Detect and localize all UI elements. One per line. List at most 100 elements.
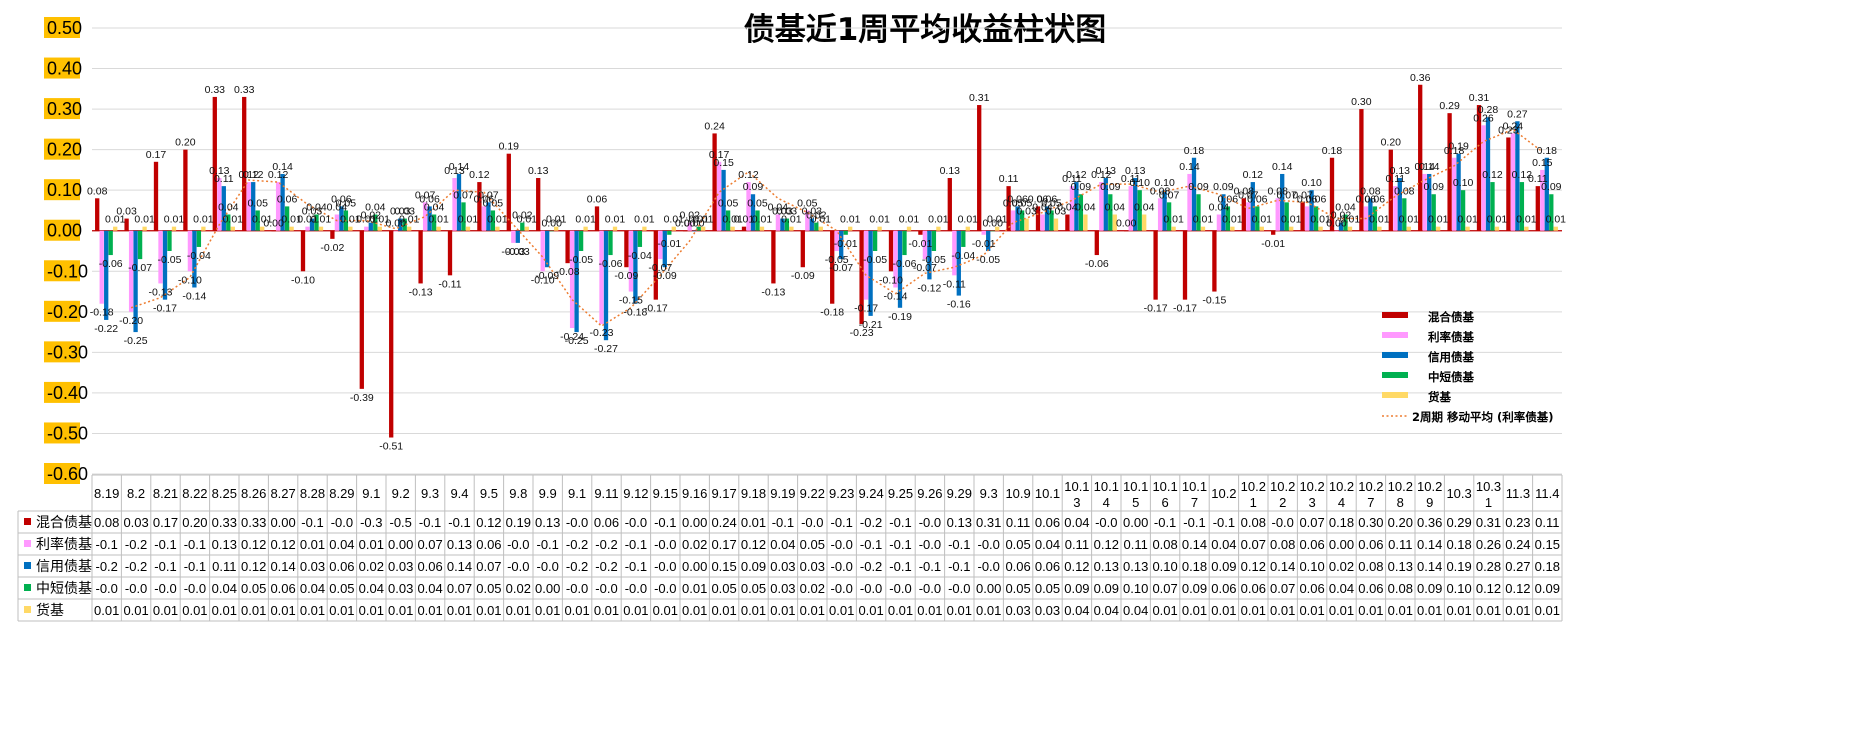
table-cell: 0.19: [506, 515, 531, 530]
bar: [393, 230, 398, 232]
category-label: 9.29: [947, 486, 972, 501]
table-cell: 0.01: [359, 603, 384, 618]
data-label: 0.01: [928, 214, 949, 226]
table-cell: 0.11: [1535, 515, 1559, 530]
bar: [554, 226, 559, 231]
table-cell: 0.03: [123, 515, 148, 530]
bar: [569, 230, 575, 329]
table-cell: 0.01: [653, 603, 678, 618]
table-cell: 0.08: [1270, 537, 1295, 552]
bar: [1300, 202, 1305, 231]
bar: [348, 226, 353, 231]
table-cell: -0.0: [536, 559, 558, 574]
table-cell: -0.0: [625, 515, 647, 530]
bar: [280, 173, 285, 231]
data-label: -0.03: [506, 246, 530, 258]
bar: [848, 226, 853, 231]
bar: [1044, 206, 1050, 231]
table-cell: 0.06: [594, 515, 619, 530]
data-label: -0.01: [908, 238, 932, 250]
bar: [368, 222, 373, 231]
data-label: 0.04: [1335, 202, 1356, 214]
data-label: -0.07: [648, 262, 672, 274]
bar: [1006, 186, 1011, 231]
y-tick: -0.50: [44, 422, 88, 444]
bar: [1372, 206, 1378, 231]
table-cell: 0.09: [1535, 581, 1560, 596]
bar: [1241, 198, 1246, 231]
data-label: 0.12: [238, 169, 259, 181]
y-tick: 0.30: [44, 98, 82, 120]
data-label: 0.06: [331, 193, 352, 205]
table-cell: 0.02: [1329, 559, 1354, 574]
bar: [1431, 194, 1436, 231]
table-cell: -0.1: [184, 537, 206, 552]
legend-item: 货基: [1382, 390, 1451, 404]
data-label: 0.03: [302, 206, 323, 218]
table-cell: 0.08: [1388, 581, 1413, 596]
legend-item: 信用债基: [1382, 350, 1474, 364]
table-row-name: 混合债基: [36, 514, 92, 531]
data-label: 0.01: [722, 214, 743, 226]
table-cell: 0.08: [1152, 537, 1177, 552]
bar: [931, 230, 937, 251]
data-label: -0.14: [182, 290, 206, 302]
data-label: -0.06: [99, 258, 123, 270]
table-cell: 0.02: [682, 537, 707, 552]
legend-label: 信用债基: [1428, 350, 1474, 364]
bar: [226, 214, 231, 231]
table-cell: 0.07: [1270, 581, 1295, 596]
data-label: -0.01: [657, 238, 681, 250]
table-cell: 0.13: [947, 515, 972, 530]
data-label: 0.18: [1444, 145, 1465, 157]
table-cell: -0.1: [889, 515, 911, 530]
data-label: 0.11: [214, 173, 234, 185]
data-label: 0.02: [1331, 210, 1352, 222]
y-tick-label: -0.20: [47, 302, 88, 322]
bar: [1216, 214, 1222, 231]
bar: [624, 230, 629, 268]
category-label: 10.2 1: [1241, 479, 1266, 510]
bar: [221, 186, 226, 231]
bar: [952, 230, 957, 276]
data-label: 0.01: [487, 214, 508, 226]
data-label: -0.10: [879, 274, 903, 286]
bar: [1112, 214, 1117, 231]
data-label: -0.51: [379, 441, 403, 453]
data-label: -0.02: [320, 242, 344, 254]
table-cell: -0.2: [95, 559, 117, 574]
table-cell: 0.03: [770, 559, 795, 574]
table-cell: -0.1: [154, 559, 176, 574]
data-label: -0.22: [94, 323, 118, 335]
table-cell: -0.0: [625, 581, 647, 596]
bars: [95, 84, 1558, 438]
table-cell: -0.0: [801, 515, 823, 530]
category-label: 10.9: [1005, 486, 1030, 501]
table-cell: 0.33: [241, 515, 266, 530]
data-label: 0.01: [734, 214, 755, 226]
table-cell: 0.13: [535, 515, 560, 530]
data-label: 0.07: [1238, 189, 1259, 201]
table-cell: 0.00: [535, 581, 560, 596]
bar: [658, 230, 663, 260]
data-label: 0.12: [469, 169, 490, 181]
table-cell: 0.01: [506, 603, 531, 618]
category-label: 8.27: [270, 486, 295, 501]
table-cell: 0.12: [1476, 581, 1501, 596]
data-label: 0.01: [664, 214, 685, 226]
data-label: -0.17: [1144, 303, 1168, 315]
bar: [1535, 186, 1540, 231]
table-cell: -0.5: [389, 515, 411, 530]
category-label: 10.2 3: [1299, 479, 1324, 510]
bar: [334, 214, 340, 231]
data-label: 0.01: [1369, 214, 1390, 226]
bar: [128, 230, 134, 312]
bar: [300, 230, 306, 272]
table-cell: 0.06: [417, 559, 442, 574]
data-label: 0.36: [1410, 72, 1431, 84]
y-tick: -0.60: [44, 463, 88, 484]
table-cell: 0.00: [682, 515, 707, 530]
table-cell: 0.14: [1417, 559, 1442, 574]
data-label: -0.17: [854, 303, 878, 315]
bar: [1099, 182, 1104, 231]
